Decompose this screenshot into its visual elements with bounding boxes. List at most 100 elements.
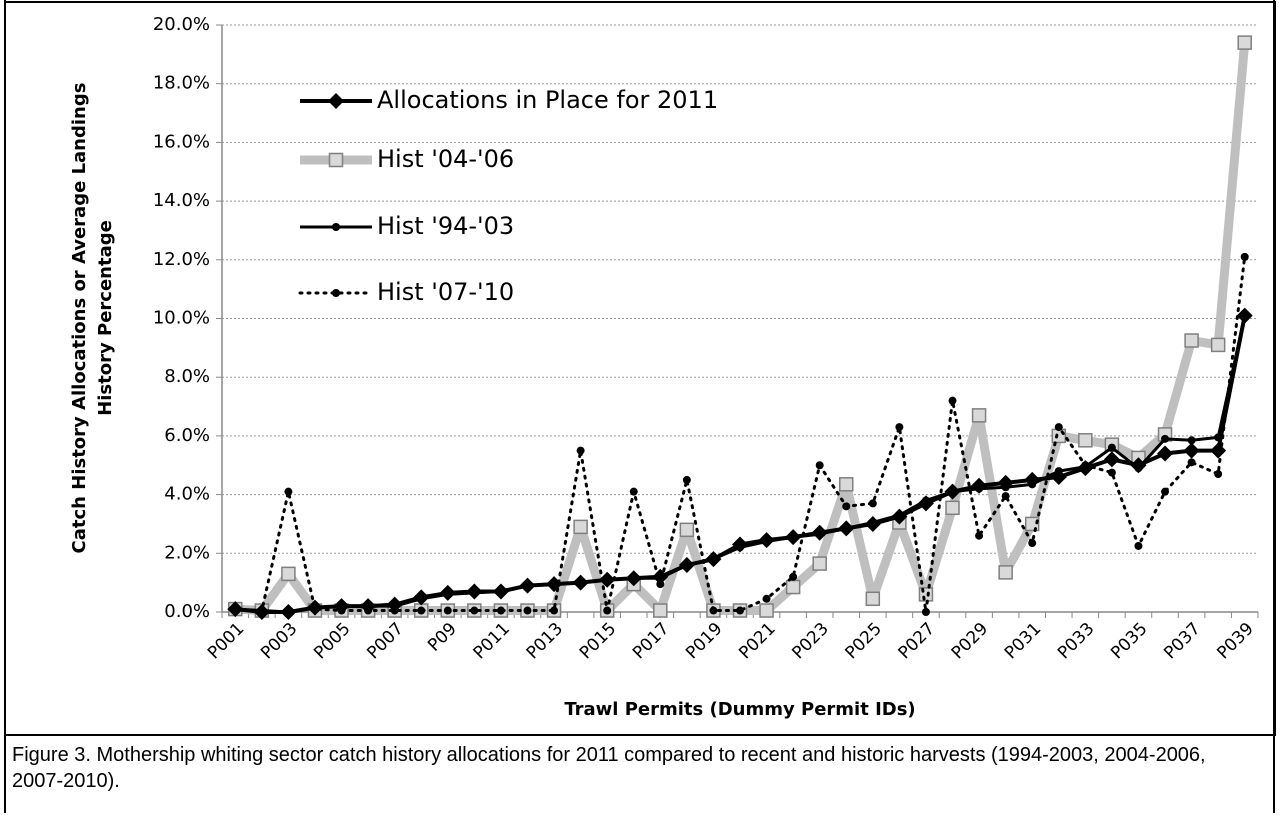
marker — [682, 475, 691, 484]
x-tick-label: P023 — [788, 619, 832, 663]
marker — [550, 606, 559, 615]
marker — [1210, 337, 1226, 353]
legend-label: Hist '94-'03 — [377, 212, 514, 240]
marker — [842, 502, 851, 511]
series-line — [235, 315, 1247, 614]
marker — [1028, 539, 1037, 548]
marker — [332, 223, 340, 231]
marker — [1161, 487, 1170, 496]
marker — [839, 477, 854, 492]
marker — [895, 423, 904, 432]
marker — [1103, 451, 1120, 468]
y-tick-label: 4.0% — [164, 484, 210, 505]
marker — [1214, 470, 1223, 479]
x-tick-label: P003 — [257, 619, 301, 663]
marker — [599, 571, 616, 588]
chart-border — [4, 1, 1276, 736]
marker — [328, 152, 344, 168]
legend-label: Hist '04-'06 — [377, 145, 514, 173]
marker — [997, 474, 1014, 491]
marker — [573, 519, 588, 535]
marker — [1134, 541, 1143, 550]
marker — [253, 604, 270, 620]
marker — [328, 93, 344, 109]
x-tick-label: P033 — [1054, 619, 1098, 663]
marker — [1187, 458, 1196, 467]
marker — [332, 289, 340, 297]
y-tick-label: 16.0% — [153, 131, 210, 152]
x-tick-label: P027 — [895, 619, 939, 663]
marker — [1107, 443, 1116, 452]
marker — [625, 570, 642, 587]
caption: Figure 3. Mothership whiting sector catc… — [12, 744, 1206, 792]
x-tick-label: P039 — [1213, 619, 1257, 663]
marker — [785, 579, 801, 595]
marker — [789, 572, 798, 581]
marker — [1054, 423, 1063, 432]
x-tick-label: P017 — [629, 619, 673, 663]
series-line — [233, 255, 1247, 614]
y-axis-title: Catch History Allocations or Average Lan… — [69, 83, 90, 554]
chart: Trawl Permits (Dummy Permit IDs) Catch H… — [4, 1, 1276, 736]
y-axis-title: History Percentage — [95, 220, 116, 416]
legend-label: Allocations in Place for 2011 — [377, 86, 718, 114]
x-tick-label: P007 — [363, 619, 407, 663]
x-tick-label: P021 — [735, 619, 779, 663]
marker — [971, 408, 987, 423]
marker — [1107, 468, 1116, 477]
marker — [546, 576, 563, 593]
marker — [1050, 468, 1067, 485]
marker — [1183, 442, 1200, 459]
marker — [572, 574, 589, 591]
marker — [523, 606, 532, 615]
x-tick-label: P037 — [1160, 619, 1204, 663]
marker — [864, 515, 881, 532]
marker — [921, 608, 930, 616]
marker — [652, 568, 669, 585]
marker — [280, 604, 297, 620]
marker — [492, 583, 509, 600]
marker — [1236, 307, 1253, 324]
marker — [443, 606, 452, 615]
marker — [865, 591, 881, 607]
marker — [360, 598, 377, 615]
x-tick-label: P005 — [310, 619, 354, 663]
marker — [785, 529, 802, 546]
marker — [762, 594, 771, 603]
marker — [466, 583, 483, 600]
marker — [705, 551, 722, 568]
marker — [576, 446, 585, 455]
marker — [815, 461, 824, 470]
marker — [975, 531, 984, 540]
y-tick-label: 0.0% — [164, 601, 210, 622]
marker — [679, 522, 695, 538]
marker — [439, 584, 456, 601]
marker — [1240, 252, 1249, 261]
y-tick-label: 10.0% — [153, 308, 210, 329]
marker — [496, 606, 505, 615]
marker — [838, 520, 855, 537]
marker — [945, 500, 960, 516]
y-tick-label: 12.0% — [153, 249, 210, 270]
marker — [1130, 457, 1147, 474]
series — [227, 307, 1253, 620]
marker — [868, 499, 877, 508]
marker — [944, 483, 961, 500]
marker — [678, 557, 695, 574]
series — [228, 35, 1252, 618]
x-tick-label: P035 — [1107, 619, 1151, 663]
x-tick-label: P09 — [424, 619, 461, 656]
y-tick-label: 18.0% — [153, 73, 210, 94]
marker — [413, 589, 430, 606]
marker — [1237, 35, 1252, 50]
y-tick-label: 2.0% — [164, 542, 210, 563]
y-tick-label: 20.0% — [153, 14, 210, 35]
x-tick-label: P001 — [204, 619, 248, 663]
marker — [653, 603, 668, 618]
marker — [891, 508, 908, 525]
marker — [812, 556, 827, 571]
marker — [333, 598, 350, 615]
marker — [519, 577, 536, 594]
marker — [1001, 492, 1010, 501]
